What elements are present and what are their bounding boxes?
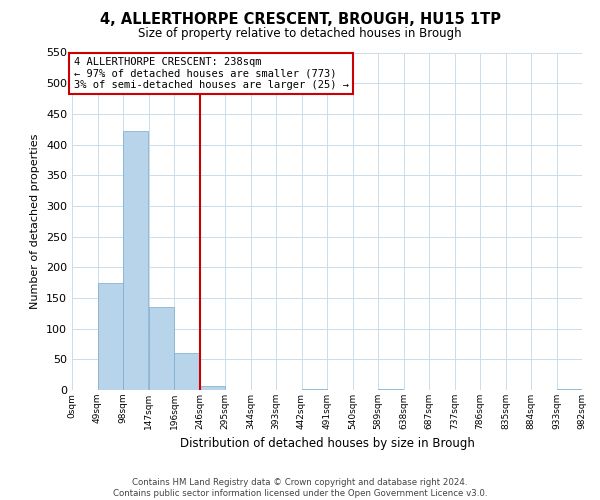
Text: 4 ALLERTHORPE CRESCENT: 238sqm
← 97% of detached houses are smaller (773)
3% of : 4 ALLERTHORPE CRESCENT: 238sqm ← 97% of … bbox=[74, 57, 349, 90]
Bar bbox=[174, 353, 199, 390]
Bar bbox=[200, 386, 225, 390]
Text: Size of property relative to detached houses in Brough: Size of property relative to detached ho… bbox=[138, 28, 462, 40]
Bar bbox=[149, 307, 174, 390]
Text: 4, ALLERTHORPE CRESCENT, BROUGH, HU15 1TP: 4, ALLERTHORPE CRESCENT, BROUGH, HU15 1T… bbox=[100, 12, 500, 28]
X-axis label: Distribution of detached houses by size in Brough: Distribution of detached houses by size … bbox=[179, 438, 475, 450]
Bar bbox=[557, 389, 582, 390]
Bar bbox=[123, 131, 148, 390]
Bar bbox=[98, 282, 123, 390]
Y-axis label: Number of detached properties: Number of detached properties bbox=[31, 134, 40, 309]
Text: Contains HM Land Registry data © Crown copyright and database right 2024.
Contai: Contains HM Land Registry data © Crown c… bbox=[113, 478, 487, 498]
